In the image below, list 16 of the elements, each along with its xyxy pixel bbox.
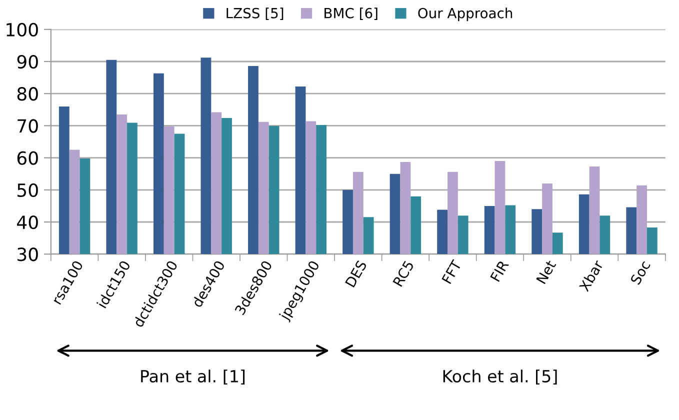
legend-label: LZSS [5]: [226, 8, 284, 20]
text: Pan et al. [1]: [141, 370, 245, 384]
y-tick-label: 50: [18, 183, 38, 198]
legend-label: Our Approach: [418, 8, 512, 22]
x-tick-label: Soc: [630, 260, 651, 286]
legend-label: BMC [6]: [324, 8, 378, 20]
y-tick-label: 40: [17, 215, 38, 230]
x-tick-label: Net: [536, 259, 556, 284]
y-tick-label: 30: [18, 248, 38, 262]
y-tick-label: 80: [17, 87, 38, 101]
y-tick-label: 90: [17, 54, 38, 69]
text: Koch et al. [5]: [443, 370, 557, 384]
y-tick-label: 70: [18, 119, 38, 133]
y-tick-label: 100: [6, 22, 38, 37]
x-tick-label: FIR: [490, 260, 509, 282]
y-tick-label: 60: [17, 151, 38, 165]
